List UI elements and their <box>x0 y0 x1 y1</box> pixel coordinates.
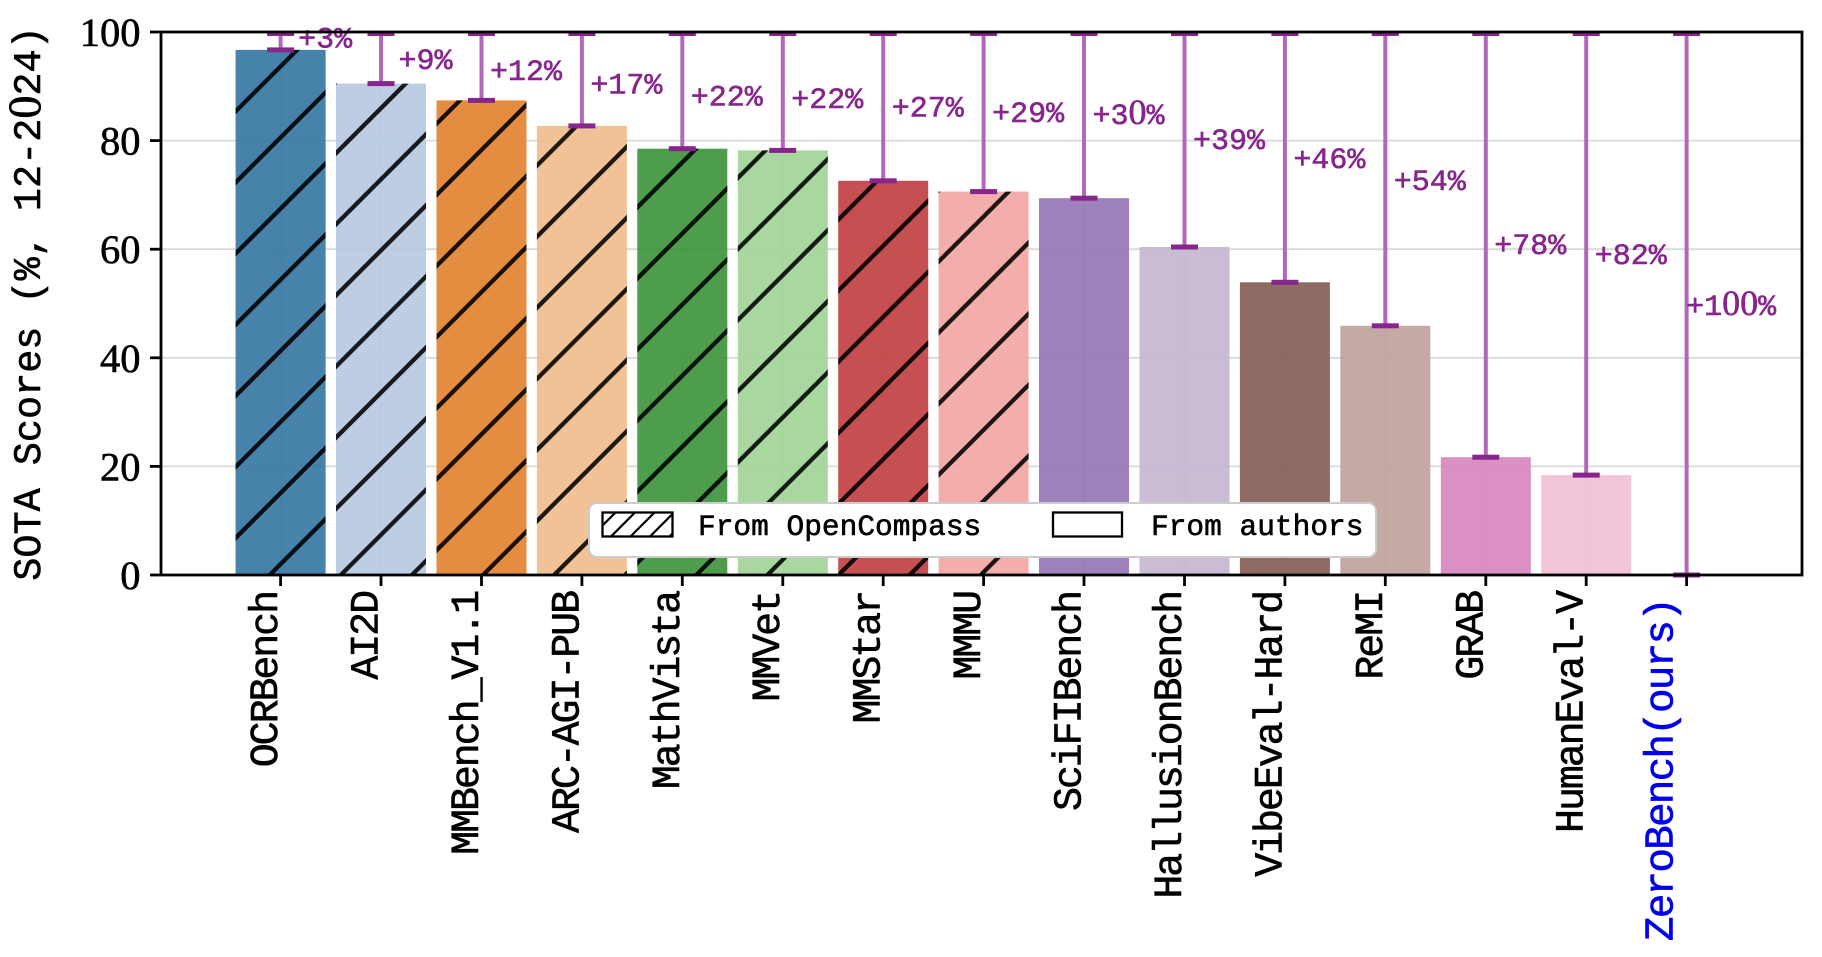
svg-text:OCRBench: OCRBench <box>245 592 290 767</box>
svg-text:+22%: +22% <box>691 82 764 116</box>
svg-text:0: 0 <box>120 553 140 598</box>
svg-text:SOTA Scores (%, 12-2024): SOTA Scores (%, 12-2024) <box>0 26 52 580</box>
svg-text:SciFIBench: SciFIBench <box>1049 592 1094 811</box>
svg-text:+100%: +100% <box>1686 283 1777 325</box>
svg-text:HallusionBench: HallusionBench <box>1149 592 1194 899</box>
svg-text:ReMI: ReMI <box>1350 592 1395 680</box>
svg-text:+78%: +78% <box>1494 230 1567 264</box>
svg-text:AI2D: AI2D <box>346 592 391 680</box>
svg-text:80: 80 <box>100 119 141 164</box>
svg-text:+54%: +54% <box>1394 166 1467 200</box>
svg-text:40: 40 <box>100 336 141 381</box>
svg-text:60: 60 <box>100 227 141 272</box>
svg-text:+27%: +27% <box>892 93 965 127</box>
svg-text:+9%: +9% <box>398 45 453 79</box>
svg-text:MMMU: MMMU <box>948 592 993 680</box>
svg-text:+12%: +12% <box>490 56 563 90</box>
svg-text:MathVista: MathVista <box>647 591 692 789</box>
svg-text:+22%: +22% <box>791 84 864 118</box>
svg-text:VibeEval-Hard: VibeEval-Hard <box>1249 592 1294 877</box>
svg-text:GRAB: GRAB <box>1450 591 1495 680</box>
svg-text:+29%: +29% <box>992 98 1065 132</box>
svg-text:MMBench_V1.1: MMBench_V1.1 <box>446 591 491 855</box>
svg-text:MMStar: MMStar <box>848 592 893 723</box>
svg-text:ARC-AGI-PUB: ARC-AGI-PUB <box>546 591 591 833</box>
svg-text:20: 20 <box>100 444 141 489</box>
svg-text:+82%: +82% <box>1595 240 1668 274</box>
svg-text:MMVet: MMVet <box>747 592 792 702</box>
svg-text:+46%: +46% <box>1293 144 1366 178</box>
svg-text:HumanEval-V: HumanEval-V <box>1551 590 1596 833</box>
svg-text:From OpenCompass: From OpenCompass <box>698 510 981 544</box>
svg-text:From authors: From authors <box>1151 510 1363 544</box>
svg-text:ZeroBench(ours): ZeroBench(ours) <box>1640 599 1686 941</box>
svg-text:+17%: +17% <box>590 70 663 104</box>
svg-text:100: 100 <box>80 10 141 55</box>
svg-text:+39%: +39% <box>1193 125 1266 159</box>
svg-text:+3%: +3% <box>298 24 353 58</box>
